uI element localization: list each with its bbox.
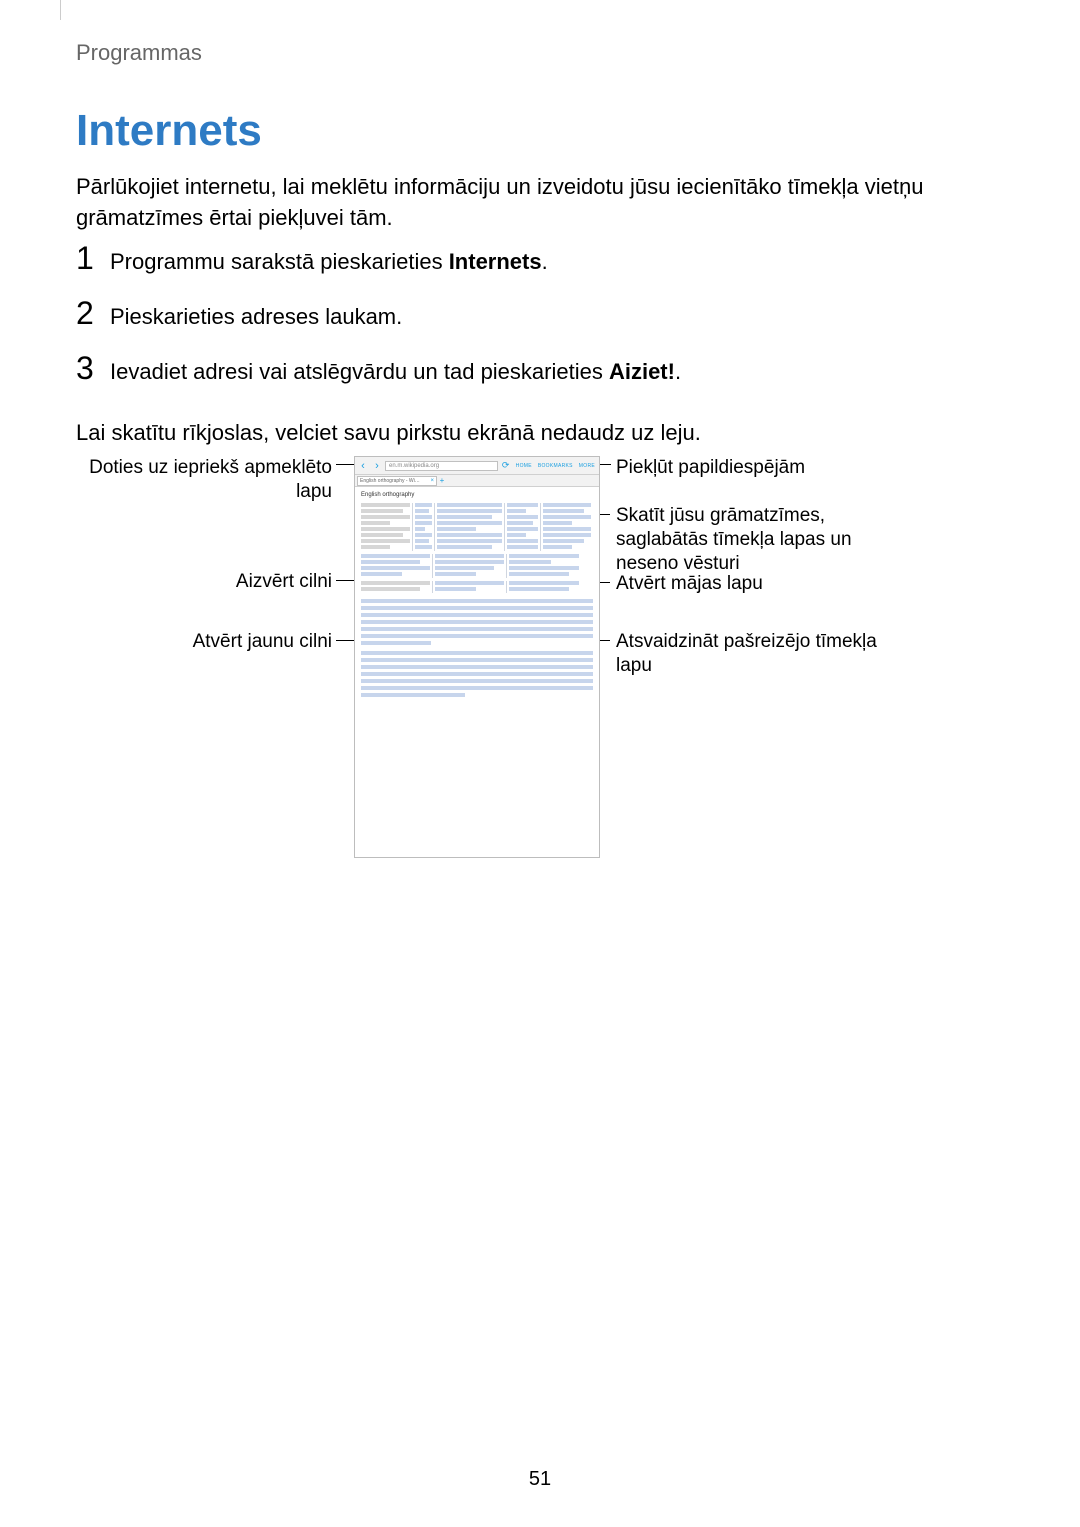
step-text: Ievadiet adresi vai atslēgvārdu un tad p…: [106, 359, 681, 385]
page-body: English orthography: [355, 487, 599, 704]
step-number: 2: [76, 295, 106, 332]
article-para-2: [361, 651, 593, 697]
page-number: 51: [529, 1468, 551, 1491]
refresh-icon[interactable]: ⟳: [500, 460, 512, 471]
step-text: Programmu sarakstā pieskarieties Interne…: [106, 249, 548, 275]
callout-close-tab: Aizvērt cilni: [76, 570, 332, 594]
menu-home[interactable]: HOME: [514, 463, 534, 469]
margin-guide: [60, 0, 61, 20]
article-title: English orthography: [361, 491, 593, 500]
back-icon[interactable]: ‹: [357, 460, 369, 472]
article-para-1: [361, 599, 593, 645]
callout-back: Doties uz iepriekš apmeklēto lapu: [76, 456, 332, 504]
callout-home: Atvērt mājas lapu: [616, 572, 896, 596]
step-3: 3 Ievadiet adresi vai atslēgvārdu un tad…: [76, 350, 996, 387]
address-bar[interactable]: en.m.wikipedia.org: [385, 461, 498, 471]
browser-screenshot: ‹ › en.m.wikipedia.org ⟳ HOME BOOKMARKS …: [354, 456, 600, 858]
new-tab-icon[interactable]: +: [437, 476, 447, 485]
article-columns: [361, 503, 593, 551]
article-columns-3: [361, 581, 593, 593]
close-icon[interactable]: ×: [430, 478, 434, 484]
browser-diagram: Doties uz iepriekš apmeklēto lapu Aizvēr…: [76, 452, 1006, 972]
menu-more[interactable]: MORE: [577, 463, 597, 469]
callout-new-tab: Atvērt jaunu cilni: [76, 630, 332, 654]
callout-more: Piekļūt papildiespējām: [616, 456, 896, 480]
callout-refresh: Atsvaidzināt pašreizējo tīmekļa lapu: [616, 630, 906, 678]
intro-paragraph: Pārlūkojiet internetu, lai meklētu infor…: [76, 172, 996, 234]
article-columns-2: [361, 554, 593, 578]
tab-title: English orthography - Wi…: [360, 478, 420, 484]
page-title: Internets: [76, 106, 262, 156]
callout-bookmarks: Skatīt jūsu grāmatzīmes, saglabātās tīme…: [616, 504, 896, 575]
step-2: 2 Pieskarieties adreses laukam.: [76, 295, 996, 332]
steps-list: 1 Programmu sarakstā pieskarieties Inter…: [76, 240, 996, 405]
step-1: 1 Programmu sarakstā pieskarieties Inter…: [76, 240, 996, 277]
step-number: 3: [76, 350, 106, 387]
breadcrumb: Programmas: [76, 40, 202, 66]
browser-toolbar: ‹ › en.m.wikipedia.org ⟳ HOME BOOKMARKS …: [355, 457, 599, 475]
after-steps-text: Lai skatītu rīkjoslas, velciet savu pirk…: [76, 420, 701, 446]
forward-icon[interactable]: ›: [371, 460, 383, 472]
step-text: Pieskarieties adreses laukam.: [106, 304, 402, 330]
tab-bar: English orthography - Wi… × +: [355, 475, 599, 487]
step-number: 1: [76, 240, 106, 277]
menu-bookmarks[interactable]: BOOKMARKS: [536, 463, 575, 469]
browser-tab[interactable]: English orthography - Wi… ×: [357, 476, 437, 486]
